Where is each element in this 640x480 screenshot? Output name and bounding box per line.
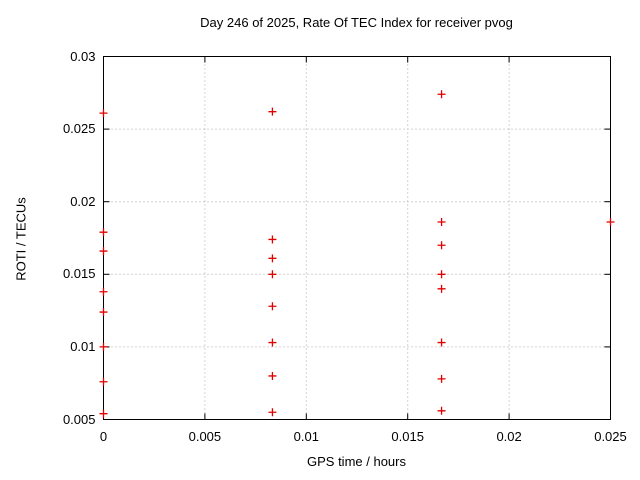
data-point — [268, 371, 277, 380]
data-point — [437, 284, 446, 293]
data-point — [99, 287, 108, 296]
x-tick-label: 0.02 — [496, 429, 522, 444]
x-tick-label: 0 — [99, 429, 108, 444]
data-point — [99, 308, 108, 317]
data-point — [437, 406, 446, 415]
data-point — [437, 218, 446, 227]
data-point — [99, 342, 108, 351]
y-tick-label: 0.01 — [70, 338, 96, 354]
data-point — [268, 254, 277, 263]
y-tick-label: 0.025 — [62, 121, 96, 137]
data-point — [268, 235, 277, 244]
data-point — [437, 338, 446, 347]
data-point — [99, 247, 108, 256]
x-axis-title: GPS time / hours — [307, 454, 406, 469]
data-point — [268, 302, 277, 311]
data-point — [606, 218, 615, 227]
data-point — [268, 338, 277, 347]
y-tick-label: 0.02 — [70, 193, 96, 209]
data-point — [268, 107, 277, 116]
chart-title: Day 246 of 2025, Rate Of TEC Index for r… — [200, 15, 513, 30]
data-point — [437, 374, 446, 383]
y-tick-label: 0.03 — [70, 48, 96, 64]
data-point — [99, 377, 108, 386]
data-point — [99, 109, 108, 118]
data-point — [437, 270, 446, 279]
x-tick-label: 0.005 — [188, 429, 222, 444]
plot-border — [103, 56, 611, 420]
data-point — [99, 409, 108, 418]
data-point — [268, 270, 277, 279]
x-tick-label: 0.025 — [594, 429, 627, 444]
data-point — [99, 228, 108, 237]
data-point — [437, 241, 446, 250]
data-point — [437, 90, 446, 99]
x-tick-label: 0.01 — [293, 429, 319, 444]
x-tick-label: 0.015 — [391, 429, 424, 444]
y-tick-label: 0.005 — [62, 411, 96, 427]
data-point — [268, 408, 277, 417]
y-tick-label: 0.015 — [62, 266, 96, 282]
